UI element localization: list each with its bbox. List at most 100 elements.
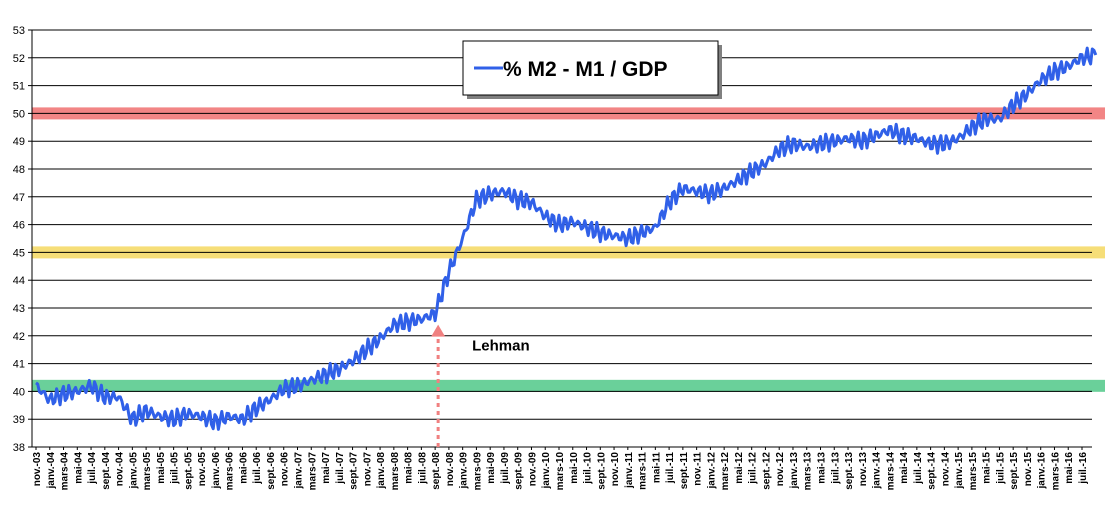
x-tick-label: juil.-06 [252, 452, 263, 485]
x-tick-label: juil.-12 [748, 452, 759, 485]
x-tick-label: mars-05 [142, 452, 153, 491]
x-tick-label: mars-14 [885, 452, 896, 491]
y-tick-label: 46 [13, 220, 25, 232]
y-tick-label: 41 [13, 359, 25, 371]
x-tick-label: mai-06 [238, 452, 249, 484]
y-tick-label: 39 [13, 414, 25, 426]
x-tick-label: nov.-08 [445, 452, 456, 487]
x-tick-label: janv.-05 [128, 452, 139, 490]
x-tick-label: nov.-12 [775, 452, 786, 487]
x-tick-label: juil.-16 [1078, 452, 1089, 485]
x-axis-ticks: nov.-03 janv.-04 mars-04 mai-04 juil.-04 sept… [32, 447, 1089, 490]
legend-label: % M2 - M1 / GDP [503, 58, 668, 81]
x-tick-label: janv.-15 [954, 452, 965, 490]
x-tick-label: nov.-09 [527, 452, 538, 487]
x-tick-label: janv.-06 [211, 452, 222, 490]
x-tick-label: mars-07 [307, 452, 318, 491]
x-tick-label: juil.-09 [500, 452, 511, 485]
x-tick-label: mai-09 [486, 452, 497, 484]
reference-band-green [32, 379, 1105, 392]
axes [31, 30, 1092, 448]
x-tick-label: mars-16 [1050, 452, 1061, 491]
x-tick-label: sept.-10 [596, 452, 607, 490]
x-tick-label: juil.-14 [913, 452, 924, 485]
x-tick-label: janv.-12 [706, 452, 717, 490]
x-tick-label: nov.-11 [693, 452, 704, 486]
x-tick-label: mai-12 [734, 452, 745, 484]
x-tick-label: mai-10 [569, 452, 580, 484]
y-tick-label: 42 [13, 331, 25, 343]
x-tick-label: nov.-10 [610, 452, 621, 487]
x-tick-label: sept.-11 [679, 452, 690, 490]
x-tick-label: janv.-07 [294, 452, 305, 490]
x-tick-label: janv.-14 [872, 452, 883, 490]
x-tick-label: janv.-04 [46, 452, 57, 490]
y-tick-label: 49 [13, 136, 25, 148]
legend-box [462, 40, 719, 96]
y-tick-label: 38 [13, 442, 25, 454]
x-tick-label: nov.-03 [32, 452, 43, 487]
x-tick-label: juil.-13 [830, 452, 841, 485]
y-tick-label: 44 [13, 275, 25, 287]
x-tick-label: mai-14 [899, 452, 910, 484]
x-tick-label: sept.-14 [927, 452, 938, 490]
x-tick-label: sept.-05 [183, 452, 194, 490]
x-tick-label: mai-04 [73, 452, 84, 484]
x-tick-label: mars-12 [720, 452, 731, 491]
x-tick-label: mai-07 [321, 452, 332, 484]
y-tick-label: 40 [13, 386, 25, 398]
x-tick-label: juil.-04 [87, 452, 98, 485]
x-tick-label: nov.-07 [362, 452, 373, 487]
x-tick-label: nov.-13 [858, 452, 869, 487]
legend: % M2 - M1 / GDP [462, 40, 722, 99]
series-line [35, 46, 1098, 431]
x-tick-label: sept.-07 [349, 452, 360, 490]
x-tick-label: mars-04 [60, 452, 71, 491]
x-tick-label: mai-13 [817, 452, 828, 484]
y-tick-label: 45 [13, 247, 25, 259]
x-tick-label: janv.-10 [541, 452, 552, 490]
x-tick-label: mars-09 [472, 452, 483, 491]
x-tick-label: sept.-13 [844, 452, 855, 490]
x-tick-label: nov.-04 [115, 452, 126, 487]
y-tick-label: 52 [13, 53, 25, 65]
x-tick-label: nov.-14 [940, 452, 951, 487]
x-tick-label: janv.-13 [789, 452, 800, 490]
y-tick-label: 51 [13, 81, 25, 93]
x-tick-label: nov.-15 [1023, 452, 1034, 487]
x-tick-label: mai-08 [404, 452, 415, 484]
x-tick-label: janv.-09 [459, 452, 470, 490]
x-tick-label: juil.-15 [995, 452, 1006, 485]
x-tick-label: nov.-05 [197, 452, 208, 487]
x-tick-label: sept.-06 [266, 452, 277, 490]
x-tick-label: mai-15 [982, 452, 993, 484]
x-tick-label: mars-15 [968, 452, 979, 491]
x-tick-label: mars-13 [803, 452, 814, 491]
x-tick-label: mai-05 [156, 452, 167, 484]
y-tick-label: 43 [13, 303, 25, 315]
y-tick-label: 48 [13, 164, 25, 176]
x-tick-label: juil.-07 [335, 452, 346, 485]
annotations: Lehman [431, 324, 530, 447]
x-tick-label: mars-10 [555, 452, 566, 491]
x-tick-label: sept.-08 [431, 452, 442, 490]
y-axis-ticks: 38 39 40 41 42 43 44 45 46 47 48 49 50 51 52 53 [13, 25, 32, 454]
y-tick-label: 50 [13, 108, 25, 120]
x-tick-label: sept.-09 [514, 452, 525, 490]
y-tick-label: 53 [13, 25, 25, 37]
x-tick-label: juil.-11 [665, 452, 676, 485]
x-tick-label: mars-11 [638, 452, 649, 490]
x-tick-label: mai-11 [651, 452, 662, 484]
x-tick-label: sept.-04 [101, 452, 112, 490]
series-lines [35, 46, 1098, 431]
x-tick-label: janv.-08 [376, 452, 387, 490]
x-tick-label: juil.-08 [417, 452, 428, 485]
x-tick-label: janv.-11 [624, 452, 635, 489]
x-tick-label: janv.-16 [1037, 452, 1048, 490]
x-tick-label: nov.-06 [280, 452, 291, 487]
x-tick-label: juil.-05 [170, 452, 181, 485]
annotation-label: Lehman [472, 338, 530, 355]
y-tick-label: 47 [13, 192, 25, 204]
x-tick-label: juil.-10 [583, 452, 594, 485]
annotation-arrow-head [431, 324, 446, 337]
